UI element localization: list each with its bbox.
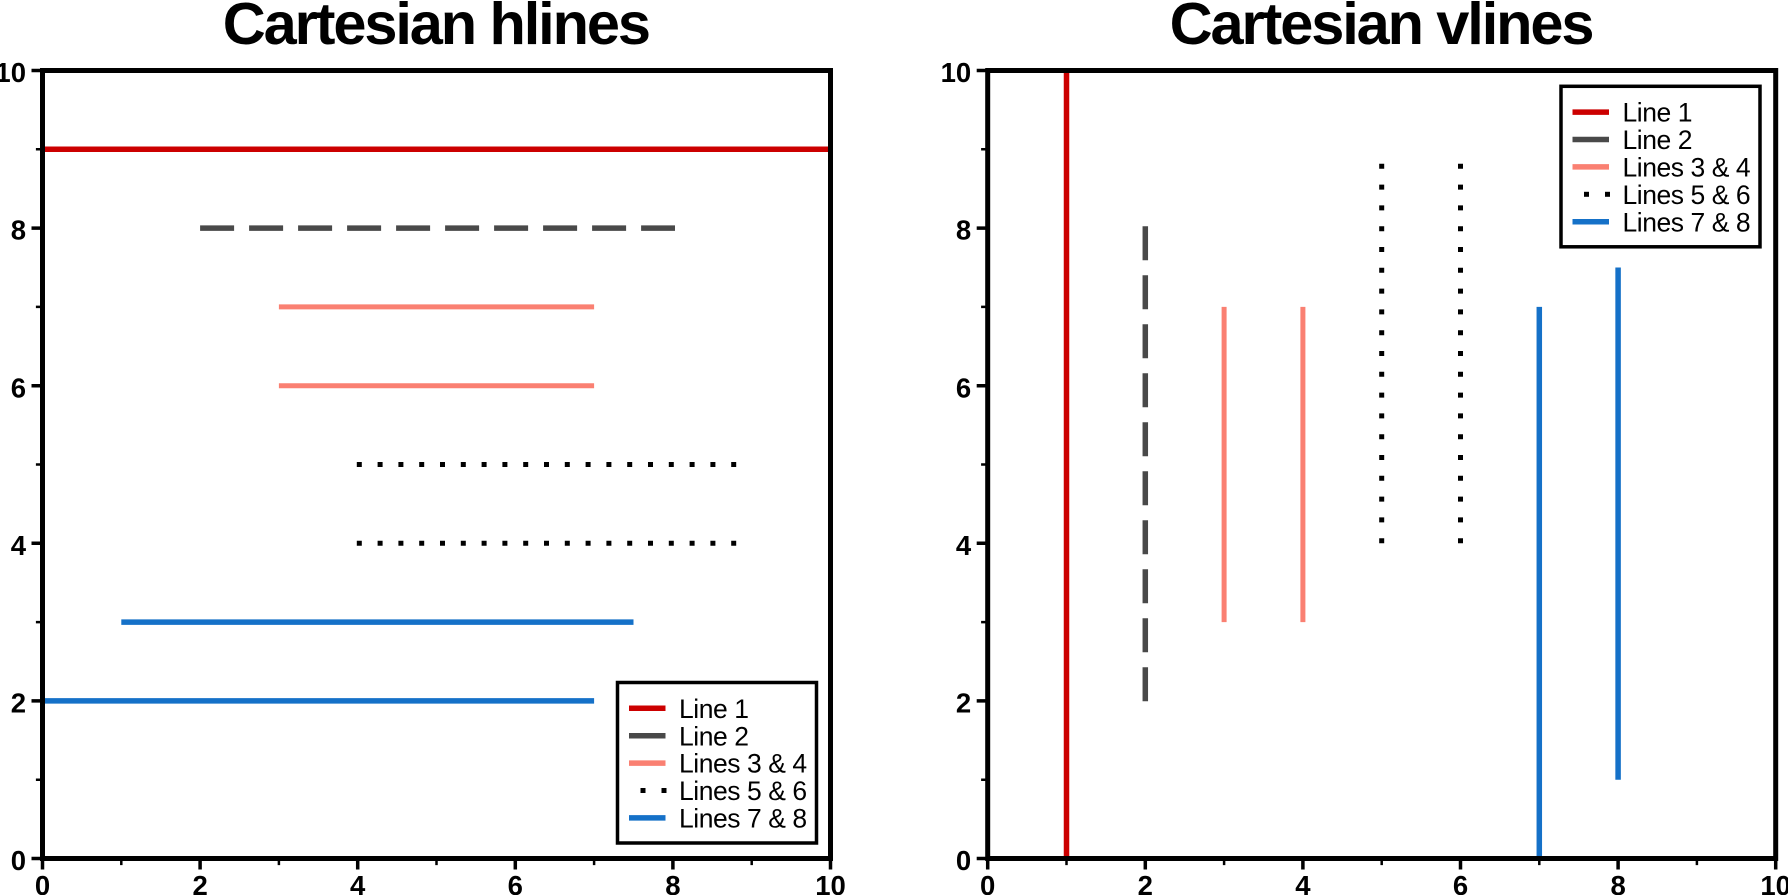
svg-text:6: 6 xyxy=(11,372,26,403)
svg-text:Line 1: Line 1 xyxy=(1623,98,1693,128)
svg-text:4: 4 xyxy=(350,870,366,895)
svg-text:Lines 5 & 6: Lines 5 & 6 xyxy=(679,776,807,806)
svg-text:4: 4 xyxy=(956,530,972,561)
svg-text:Line 2: Line 2 xyxy=(1623,125,1693,155)
svg-text:Lines 3 & 4: Lines 3 & 4 xyxy=(1623,153,1751,183)
svg-text:2: 2 xyxy=(192,870,207,895)
svg-text:10: 10 xyxy=(815,870,846,895)
svg-text:Lines 7 & 8: Lines 7 & 8 xyxy=(679,804,807,834)
svg-text:Lines 7 & 8: Lines 7 & 8 xyxy=(1623,207,1751,237)
svg-text:Line 1: Line 1 xyxy=(679,694,749,724)
svg-text:8: 8 xyxy=(665,870,680,895)
svg-text:0: 0 xyxy=(956,845,971,876)
svg-text:0: 0 xyxy=(980,870,995,895)
svg-text:Lines 5 & 6: Lines 5 & 6 xyxy=(1623,180,1751,210)
svg-text:2: 2 xyxy=(1138,870,1153,895)
svg-text:Cartesian vlines: Cartesian vlines xyxy=(1170,0,1593,57)
svg-text:8: 8 xyxy=(956,215,971,246)
svg-text:4: 4 xyxy=(1295,870,1311,895)
svg-text:Lines 3 & 4: Lines 3 & 4 xyxy=(679,749,807,779)
svg-text:10: 10 xyxy=(0,57,26,88)
svg-text:2: 2 xyxy=(11,688,26,719)
svg-text:6: 6 xyxy=(1453,870,1468,895)
svg-text:10: 10 xyxy=(1760,870,1788,895)
svg-text:4: 4 xyxy=(11,530,27,561)
svg-text:2: 2 xyxy=(956,688,971,719)
svg-text:0: 0 xyxy=(11,845,26,876)
svg-text:Line 2: Line 2 xyxy=(679,721,749,751)
svg-text:6: 6 xyxy=(956,372,971,403)
svg-text:8: 8 xyxy=(1610,870,1625,895)
svg-text:10: 10 xyxy=(941,57,972,88)
svg-text:6: 6 xyxy=(508,870,523,895)
svg-text:8: 8 xyxy=(11,215,26,246)
svg-text:Cartesian hlines: Cartesian hlines xyxy=(223,0,649,57)
svg-text:0: 0 xyxy=(35,870,50,895)
